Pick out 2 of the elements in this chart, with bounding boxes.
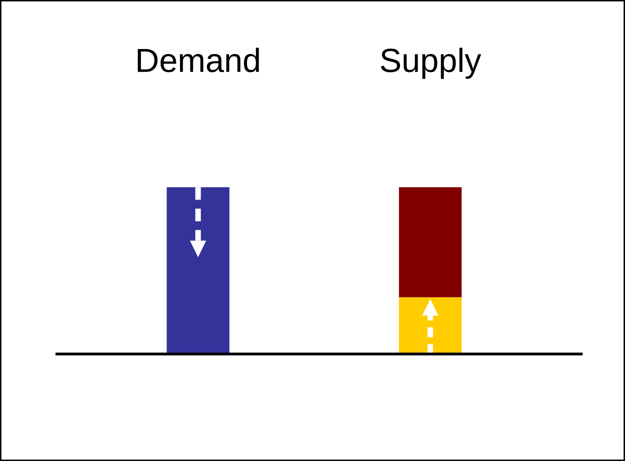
x-tick-label: Supply [380,48,482,79]
x-tick-label: Demand [138,48,259,72]
